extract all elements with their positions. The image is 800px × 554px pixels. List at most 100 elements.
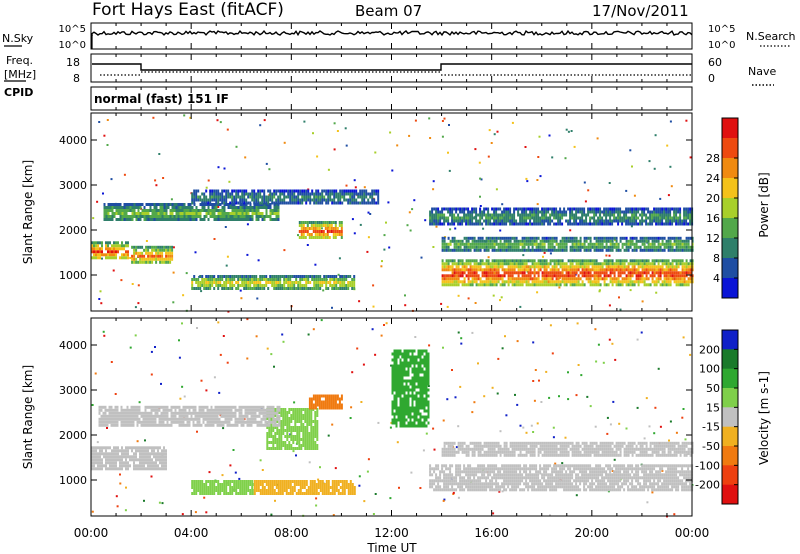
power-band-cell xyxy=(465,219,468,223)
power-band-cell xyxy=(635,268,638,272)
power-band-cell xyxy=(241,198,244,202)
velocity-band-cell xyxy=(309,489,312,492)
power-band-cell xyxy=(649,245,652,249)
power-scatter-cell xyxy=(145,240,148,242)
power-band-cell xyxy=(619,283,622,287)
power-band-cell xyxy=(115,203,118,206)
power-band-cell xyxy=(329,275,332,278)
power-band-cell xyxy=(485,280,488,284)
power-band-cell xyxy=(335,201,338,205)
power-band-cell xyxy=(137,206,140,209)
power-band-cell xyxy=(667,277,670,281)
power-band-cell xyxy=(453,245,456,249)
velocity-band-cell xyxy=(151,452,153,456)
velocity-band-cell xyxy=(213,483,216,486)
power-band-cell xyxy=(463,277,466,281)
power-band-cell xyxy=(533,239,536,243)
power-band-cell xyxy=(485,236,488,240)
power-band-cell xyxy=(525,280,528,284)
velocity-scatter-cell xyxy=(533,399,536,402)
power-band-cell xyxy=(563,283,566,287)
velocity-band-cell xyxy=(291,486,294,489)
power-band-cell xyxy=(537,210,540,214)
power-band-cell xyxy=(627,271,630,275)
velocity-band-cell xyxy=(273,483,276,486)
velocity-band-cell xyxy=(113,458,115,462)
power-band-cell xyxy=(595,262,598,266)
velocity-band-cell xyxy=(153,455,155,459)
power-band-cell xyxy=(303,192,306,196)
power-band-cell xyxy=(669,274,672,278)
power-band-cell xyxy=(561,248,564,252)
power-band-cell xyxy=(315,284,318,287)
power-band-cell xyxy=(639,274,642,278)
velocity-band-cell xyxy=(267,483,270,486)
velocity-band-cell xyxy=(327,489,330,492)
power-scatter-cell xyxy=(257,259,260,262)
power-band-cell xyxy=(477,274,480,278)
power-band-cell xyxy=(293,287,296,290)
velocity-band-cell xyxy=(315,489,318,492)
power-band-cell xyxy=(621,245,624,249)
power-scatter-cell xyxy=(629,289,632,292)
power-band-cell xyxy=(273,209,276,212)
power-band-cell xyxy=(499,222,502,226)
power-band-cell xyxy=(267,198,270,202)
velocity-band-cell xyxy=(272,444,275,447)
velocity-band-cell xyxy=(345,483,348,486)
power-band-cell xyxy=(335,275,338,278)
power-band-cell xyxy=(689,265,692,269)
power-band-cell xyxy=(661,262,664,266)
power-band-cell xyxy=(127,241,129,245)
power-band-cell xyxy=(167,248,170,252)
power-band-cell xyxy=(239,212,242,215)
velocity-band-cell xyxy=(245,483,248,486)
power-band-cell xyxy=(147,257,150,261)
power-band-cell xyxy=(447,274,450,278)
power-band-cell xyxy=(485,216,488,220)
power-band-cell xyxy=(235,189,238,193)
power-band-cell xyxy=(181,209,184,212)
power-band-cell xyxy=(485,262,488,266)
power-colorbar-tick-label: 20 xyxy=(706,192,720,205)
power-scatter-cell xyxy=(659,197,662,200)
velocity-band-cell xyxy=(165,461,167,465)
velocity-scatter-cell xyxy=(307,333,310,336)
power-band-cell xyxy=(553,222,556,226)
power-scatter-cell xyxy=(134,306,137,309)
power-band-cell xyxy=(575,265,578,269)
power-band-cell xyxy=(683,222,686,226)
velocity-band-cell xyxy=(165,449,167,453)
power-band-cell xyxy=(351,284,354,287)
power-scatter-cell xyxy=(565,128,568,131)
power-band-cell xyxy=(163,218,166,221)
power-band-cell xyxy=(487,283,490,287)
power-band-cell xyxy=(271,218,274,221)
power-band-cell xyxy=(597,239,600,243)
power-band-cell xyxy=(591,262,594,266)
power-band-cell xyxy=(629,259,632,263)
power-band-cell xyxy=(661,222,664,226)
power-band-cell xyxy=(461,274,464,278)
power-scatter-cell xyxy=(414,119,417,122)
velocity-scatter-cell xyxy=(433,448,436,451)
velocity-band-cell xyxy=(101,458,103,462)
power-band-cell xyxy=(549,219,552,223)
power-band-cell xyxy=(565,274,568,278)
velocity-band-cell xyxy=(268,441,271,444)
power-band-cell xyxy=(539,265,542,269)
power-band-cell xyxy=(551,280,554,284)
velocity-scatter-cell xyxy=(457,496,460,499)
power-band-cell xyxy=(477,248,480,252)
power-band-cell xyxy=(515,242,518,246)
power-band-cell xyxy=(363,195,366,199)
power-band-cell xyxy=(273,275,276,278)
power-band-cell xyxy=(615,236,618,240)
power-colorbar-swatch xyxy=(722,178,738,199)
velocity-band-cell xyxy=(145,449,147,453)
power-scatter-cell xyxy=(224,226,227,228)
power-band-cell xyxy=(473,259,476,263)
power-band-cell xyxy=(655,207,658,211)
power-band-cell xyxy=(509,262,512,266)
power-band-cell xyxy=(577,268,580,272)
